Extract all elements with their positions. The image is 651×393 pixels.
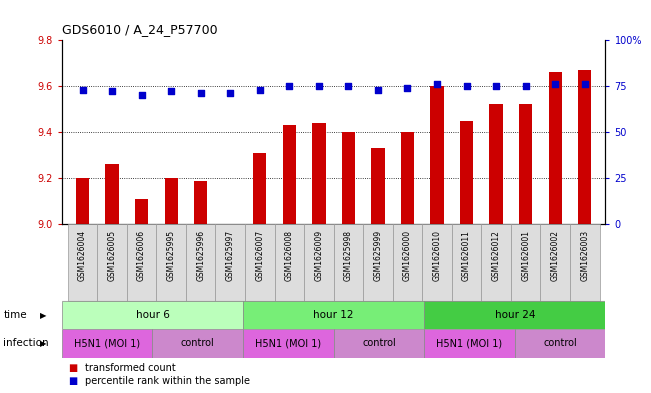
Bar bbox=[135, 199, 148, 224]
Bar bbox=[68, 224, 97, 301]
Text: GSM1626009: GSM1626009 bbox=[314, 230, 324, 281]
Bar bbox=[243, 329, 333, 358]
Text: GSM1626011: GSM1626011 bbox=[462, 230, 471, 281]
Point bbox=[520, 83, 531, 89]
Text: ▶: ▶ bbox=[40, 339, 47, 348]
Bar bbox=[401, 132, 414, 224]
Text: hour 24: hour 24 bbox=[495, 310, 535, 320]
Bar bbox=[127, 224, 156, 301]
Text: ▶: ▶ bbox=[40, 311, 47, 320]
Bar bbox=[422, 224, 452, 301]
Text: GSM1626002: GSM1626002 bbox=[551, 230, 560, 281]
Bar bbox=[511, 224, 540, 301]
Bar bbox=[519, 104, 533, 224]
Text: GSM1626001: GSM1626001 bbox=[521, 230, 530, 281]
Text: H5N1 (MOI 1): H5N1 (MOI 1) bbox=[436, 338, 503, 349]
Point bbox=[255, 86, 265, 93]
Bar bbox=[275, 224, 304, 301]
Point bbox=[462, 83, 472, 89]
Text: GSM1626010: GSM1626010 bbox=[432, 230, 441, 281]
Text: control: control bbox=[362, 338, 396, 349]
Text: hour 12: hour 12 bbox=[313, 310, 354, 320]
Text: GSM1626003: GSM1626003 bbox=[580, 230, 589, 281]
Bar bbox=[283, 125, 296, 224]
Bar bbox=[540, 224, 570, 301]
Bar bbox=[105, 164, 118, 224]
Bar bbox=[342, 132, 355, 224]
Bar bbox=[253, 153, 266, 224]
Bar bbox=[363, 224, 393, 301]
Bar bbox=[515, 329, 605, 358]
Text: GSM1625995: GSM1625995 bbox=[167, 230, 176, 281]
Text: GSM1626008: GSM1626008 bbox=[285, 230, 294, 281]
Bar bbox=[490, 104, 503, 224]
Bar bbox=[152, 329, 243, 358]
Text: GSM1625997: GSM1625997 bbox=[226, 230, 235, 281]
Text: GSM1626005: GSM1626005 bbox=[107, 230, 117, 281]
Text: GSM1626006: GSM1626006 bbox=[137, 230, 146, 281]
Bar bbox=[578, 70, 591, 224]
Text: GSM1625998: GSM1625998 bbox=[344, 230, 353, 281]
Text: GSM1626012: GSM1626012 bbox=[492, 230, 501, 281]
Text: ■: ■ bbox=[68, 376, 77, 386]
Bar bbox=[393, 224, 422, 301]
Point bbox=[225, 90, 236, 96]
Bar bbox=[76, 178, 89, 224]
Bar bbox=[165, 178, 178, 224]
Bar bbox=[62, 329, 152, 358]
Text: GSM1625999: GSM1625999 bbox=[374, 230, 382, 281]
Point bbox=[432, 81, 442, 87]
Point bbox=[314, 83, 324, 89]
Text: GSM1626000: GSM1626000 bbox=[403, 230, 412, 281]
Point bbox=[343, 83, 353, 89]
Bar bbox=[334, 224, 363, 301]
Bar bbox=[304, 224, 334, 301]
Bar bbox=[245, 224, 275, 301]
Point bbox=[166, 88, 176, 95]
Bar bbox=[424, 329, 515, 358]
Bar bbox=[452, 224, 481, 301]
Text: GSM1625996: GSM1625996 bbox=[196, 230, 205, 281]
Bar bbox=[549, 72, 562, 224]
Point bbox=[402, 84, 413, 91]
Bar bbox=[62, 301, 243, 329]
Bar bbox=[215, 224, 245, 301]
Text: percentile rank within the sample: percentile rank within the sample bbox=[85, 376, 249, 386]
Bar bbox=[312, 123, 326, 224]
Point bbox=[284, 83, 294, 89]
Bar bbox=[570, 224, 600, 301]
Bar bbox=[424, 301, 605, 329]
Text: GSM1626004: GSM1626004 bbox=[78, 230, 87, 281]
Bar bbox=[186, 224, 215, 301]
Text: control: control bbox=[543, 338, 577, 349]
Bar bbox=[243, 301, 424, 329]
Point bbox=[579, 81, 590, 87]
Text: ■: ■ bbox=[68, 363, 77, 373]
Point bbox=[491, 83, 501, 89]
Bar bbox=[334, 329, 424, 358]
Text: hour 6: hour 6 bbox=[135, 310, 169, 320]
Text: control: control bbox=[181, 338, 215, 349]
Text: time: time bbox=[3, 310, 27, 320]
Bar bbox=[97, 224, 127, 301]
Point bbox=[137, 92, 147, 98]
Text: transformed count: transformed count bbox=[85, 363, 175, 373]
Text: GSM1626007: GSM1626007 bbox=[255, 230, 264, 281]
Text: H5N1 (MOI 1): H5N1 (MOI 1) bbox=[74, 338, 140, 349]
Point bbox=[373, 86, 383, 93]
Bar bbox=[371, 148, 385, 224]
Bar bbox=[430, 86, 444, 224]
Bar bbox=[194, 180, 207, 224]
Bar bbox=[156, 224, 186, 301]
Point bbox=[550, 81, 561, 87]
Text: GDS6010 / A_24_P57700: GDS6010 / A_24_P57700 bbox=[62, 23, 217, 36]
Point bbox=[77, 86, 88, 93]
Bar bbox=[481, 224, 511, 301]
Point bbox=[195, 90, 206, 96]
Text: H5N1 (MOI 1): H5N1 (MOI 1) bbox=[255, 338, 322, 349]
Text: infection: infection bbox=[3, 338, 49, 349]
Bar bbox=[460, 121, 473, 224]
Point bbox=[107, 88, 117, 95]
